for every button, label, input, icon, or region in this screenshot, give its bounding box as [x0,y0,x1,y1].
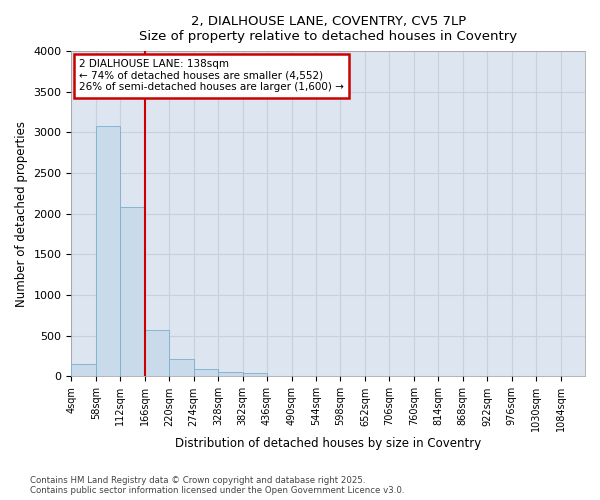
Text: Contains HM Land Registry data © Crown copyright and database right 2025.
Contai: Contains HM Land Registry data © Crown c… [30,476,404,495]
X-axis label: Distribution of detached houses by size in Coventry: Distribution of detached houses by size … [175,437,481,450]
Bar [145,330,169,376]
Bar [96,126,121,376]
Bar [218,372,242,376]
Y-axis label: Number of detached properties: Number of detached properties [15,121,28,307]
Title: 2, DIALHOUSE LANE, COVENTRY, CV5 7LP
Size of property relative to detached house: 2, DIALHOUSE LANE, COVENTRY, CV5 7LP Siz… [139,15,517,43]
Bar [71,364,96,376]
Bar [121,208,145,376]
Bar [194,369,218,376]
Text: 2 DIALHOUSE LANE: 138sqm
← 74% of detached houses are smaller (4,552)
26% of sem: 2 DIALHOUSE LANE: 138sqm ← 74% of detach… [79,59,344,92]
Bar [242,373,267,376]
Bar [169,360,194,376]
